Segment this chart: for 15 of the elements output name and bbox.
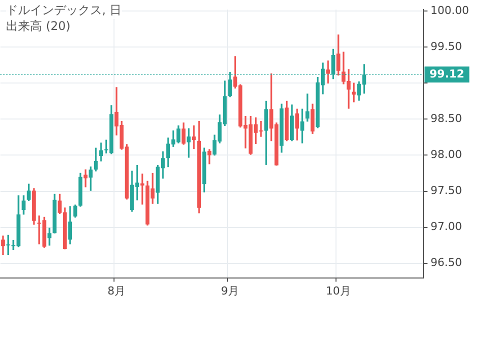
y-tick-label: 97.50 bbox=[430, 184, 462, 198]
ref-line-label: 99.12 bbox=[430, 67, 464, 80]
x-tick-label: 9月 bbox=[221, 284, 240, 298]
y-tick-label: 98.50 bbox=[430, 112, 462, 126]
y-tick-label: 98.00 bbox=[430, 148, 462, 162]
y-tick-label: 100.00 bbox=[430, 4, 470, 17]
candlestick bbox=[326, 60, 330, 84]
x-tick-label: 10月 bbox=[326, 284, 351, 298]
y-tick-label: 96.50 bbox=[430, 256, 462, 270]
x-tick-label: 8月 bbox=[108, 284, 126, 298]
chart-title: ドルインデックス, 日 bbox=[6, 2, 122, 19]
y-tick-label: 97.00 bbox=[430, 220, 462, 234]
y-tick-label: 99.50 bbox=[430, 40, 462, 53]
text: 出来高 (20) bbox=[6, 18, 70, 35]
candlestick bbox=[84, 169, 88, 188]
